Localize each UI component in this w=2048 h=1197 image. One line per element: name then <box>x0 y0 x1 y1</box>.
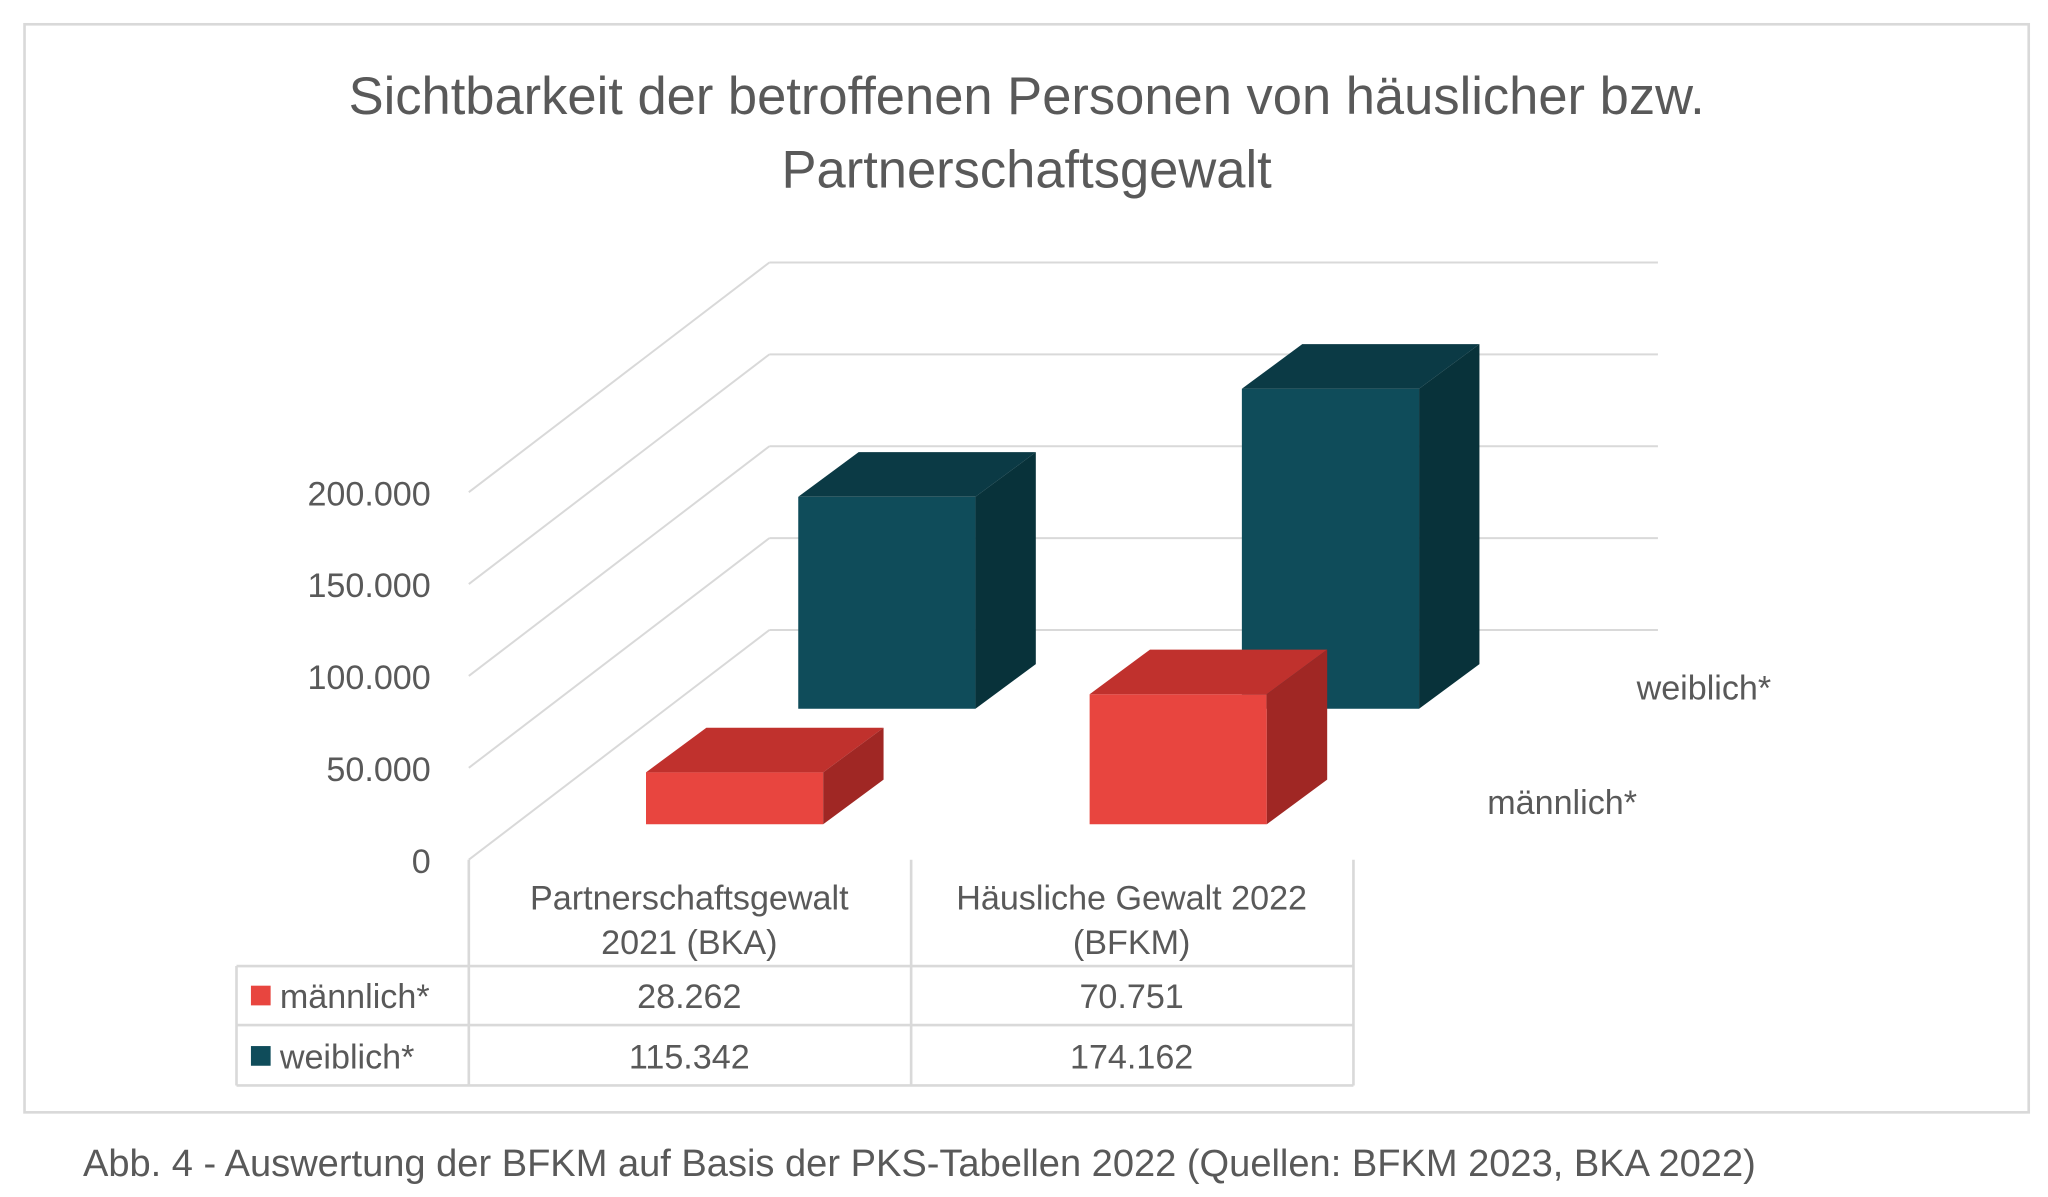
bar-maennlich-1 <box>646 727 884 825</box>
series-label-weiblich: weiblich* <box>1636 670 1772 708</box>
bar-top <box>646 727 884 773</box>
bar-side <box>1266 649 1328 825</box>
bar-side <box>1419 344 1480 709</box>
legend-label: männlich* <box>280 978 430 1016</box>
category-label: 2021 (BKA) <box>601 924 777 962</box>
gridline-side <box>468 537 770 769</box>
gridline-side <box>468 353 770 585</box>
legend-label: weiblich* <box>279 1038 415 1076</box>
data-table-value: 174.162 <box>1070 1038 1193 1076</box>
series-label-maennlich: männlich* <box>1487 784 1637 822</box>
figure-caption: Abb. 4 - Auswertung der BFKM auf Basis d… <box>83 1143 1756 1185</box>
y-axis-ticks: 0 50.000 100.000 150.000 200.000 <box>307 475 430 881</box>
bar-weiblich-1 <box>798 452 1036 709</box>
bar-front <box>798 496 976 709</box>
bar-front <box>1089 694 1267 825</box>
y-tick-label: 50.000 <box>326 751 430 789</box>
bar-front <box>646 772 824 825</box>
category-label: (BFKM) <box>1073 924 1190 962</box>
y-tick-label: 100.000 <box>307 659 430 697</box>
legend-key-maennlich <box>250 985 271 1006</box>
gridline-side <box>468 445 770 677</box>
y-tick-label: 0 <box>412 843 431 881</box>
data-table: Partnerschaftsgewalt 2021 (BKA) Häusliche … <box>235 859 1355 1087</box>
category-label: Häusliche Gewalt 2022 <box>956 880 1307 918</box>
bar-weiblich-2 <box>1241 344 1480 709</box>
data-table-value: 70.751 <box>1079 978 1183 1016</box>
bar-top <box>1241 344 1480 389</box>
bar-side <box>823 727 884 825</box>
chart-title-line-2: Partnerschaftsgewalt <box>782 141 1273 200</box>
bar-side <box>975 452 1036 709</box>
y-tick-label: 200.000 <box>307 475 430 513</box>
legend-key-weiblich <box>250 1046 271 1066</box>
gridline-side <box>468 629 770 861</box>
y-tick-label: 150.000 <box>307 567 430 605</box>
data-table-value: 115.342 <box>629 1038 750 1076</box>
data-table-value: 28.262 <box>637 978 741 1016</box>
bar-maennlich-2 <box>1089 649 1328 825</box>
bar-top <box>1089 649 1328 695</box>
category-label: Partnerschaftsgewalt <box>530 880 849 918</box>
bar-top <box>798 452 1036 497</box>
chart-title-line-1: Sichtbarkeit der betroffenen Personen vo… <box>349 67 1705 126</box>
gridline-side <box>468 261 770 493</box>
bars <box>646 344 1480 825</box>
